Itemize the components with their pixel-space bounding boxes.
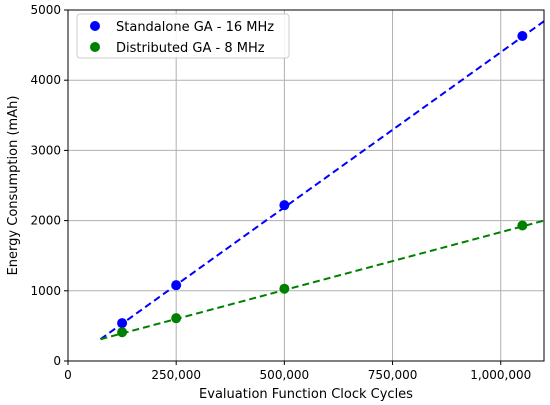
legend-marker xyxy=(90,42,100,52)
legend-box xyxy=(76,13,290,59)
legend: Standalone GA - 16 MHz Distributed GA - 8… xyxy=(76,13,290,59)
y-tick-label: 0 xyxy=(53,354,61,368)
grid xyxy=(67,9,544,362)
data-point xyxy=(279,200,290,211)
data-point xyxy=(117,327,128,338)
data-point xyxy=(171,313,182,324)
y-tick-label: 2000 xyxy=(30,214,61,228)
fit-line xyxy=(100,219,545,341)
axis-ticks: 0 250,000 500,000 750,000 1,000,000 0 1000 2000… xyxy=(30,3,531,382)
y-tick-label: 3000 xyxy=(30,143,61,157)
series-layer xyxy=(99,20,545,341)
data-point xyxy=(171,280,182,291)
x-axis-label: Evaluation Function Clock Cycles xyxy=(199,387,413,402)
legend-marker xyxy=(90,21,100,31)
data-point xyxy=(517,30,528,41)
y-axis-label: Energy Consumption (mAh) xyxy=(6,96,21,276)
series-1 xyxy=(100,219,545,341)
plot-frame xyxy=(67,9,545,362)
fit-line xyxy=(99,20,545,341)
y-tick-label: 4000 xyxy=(30,73,61,87)
x-tick-label: 0 xyxy=(64,368,72,382)
data-point xyxy=(279,283,290,294)
legend-label: Standalone GA - 16 MHz xyxy=(116,20,274,35)
y-tick-label: 5000 xyxy=(30,3,61,17)
y-tick-label: 1000 xyxy=(30,284,61,298)
data-point xyxy=(517,220,528,231)
x-tick-label: 750,000 xyxy=(368,368,418,382)
x-tick-label: 1,000,000 xyxy=(470,368,531,382)
x-tick-label: 250,000 xyxy=(151,368,201,382)
data-point xyxy=(117,318,128,329)
x-tick-label: 500,000 xyxy=(260,368,310,382)
legend-label: Distributed GA - 8 MHz xyxy=(116,41,265,56)
series-0 xyxy=(99,20,545,341)
